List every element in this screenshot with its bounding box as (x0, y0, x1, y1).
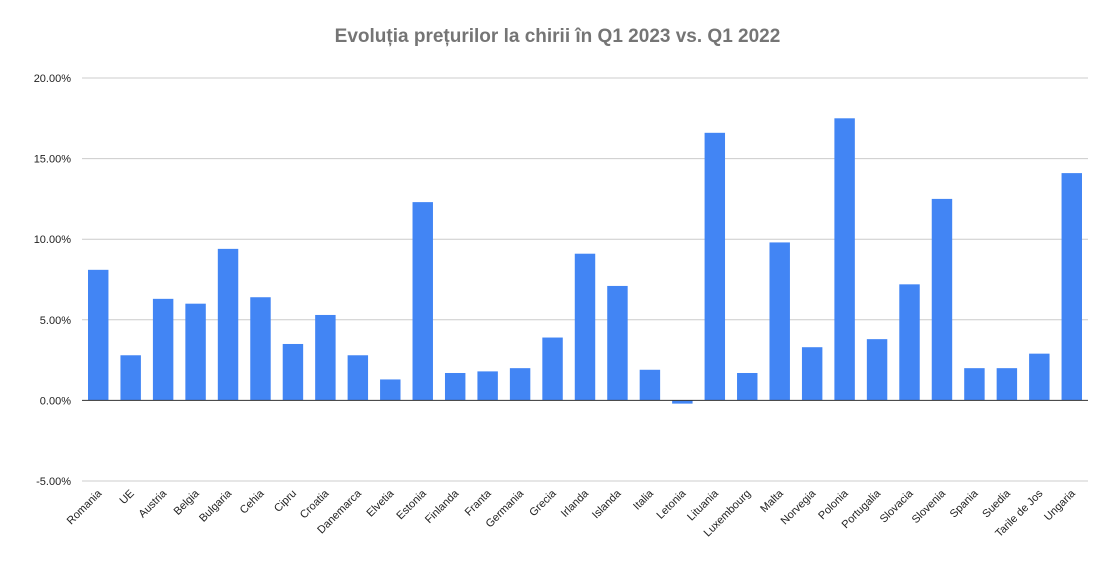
bar-polonia (834, 118, 855, 401)
x-tick-label: Romania (65, 487, 105, 527)
bar-tarile-de-jos (1029, 353, 1050, 401)
chart-title: Evoluția prețurilor la chirii în Q1 2023… (334, 26, 781, 47)
bar-austria (152, 298, 174, 401)
bar-slovenia (931, 198, 953, 401)
x-tick-label: Letonia (654, 487, 689, 522)
x-tick-label: Bulgaria (197, 487, 235, 525)
bar-italia (639, 369, 661, 401)
bar-ungaria (1061, 173, 1082, 401)
x-tick-label: Spania (948, 487, 981, 520)
x-tick-label: Irlanda (559, 487, 592, 520)
y-tick-label: 5.00% (40, 315, 71, 327)
x-tick-label: Cehia (238, 487, 267, 516)
bar-grecia (542, 337, 563, 401)
x-tick-label: Islanda (590, 487, 624, 521)
x-tick-label: Austria (137, 487, 170, 520)
bar-germania (509, 368, 531, 401)
bar-portugalia (866, 339, 888, 401)
bar-cipru (282, 343, 304, 401)
x-tick-label: Italia (631, 487, 657, 513)
x-tick-label: Ungaria (1042, 487, 1078, 523)
bar-letonia (672, 400, 693, 404)
bar-croatia (315, 314, 336, 401)
x-tick-label: Grecia (527, 487, 559, 519)
bar-estonia (412, 202, 433, 401)
bar-spania (964, 368, 985, 401)
x-tick-label: Belgia (172, 487, 203, 518)
bar-luxembourg (737, 372, 758, 401)
bar-lituania (704, 132, 726, 401)
x-tick-label: Cipru (272, 488, 299, 515)
bar-ue (120, 355, 141, 401)
bar-finlanda (444, 372, 466, 401)
bar-malta (769, 242, 790, 401)
bar-danemarca (347, 355, 369, 401)
bar-belgia (185, 303, 206, 401)
y-tick-label: 15.00% (34, 154, 72, 166)
x-tick-label: Franta (463, 487, 495, 519)
y-tick-label: 20.00% (34, 73, 72, 85)
bar-elvetia (380, 379, 401, 401)
x-tick-label: Malta (758, 487, 786, 515)
bar-norvegia (801, 347, 823, 401)
bar-slovacia (899, 284, 920, 401)
bar-suedia (996, 368, 1018, 401)
y-tick-label: 10.00% (34, 234, 72, 246)
bar-romania (88, 269, 109, 401)
x-tick-label: Elvetia (365, 487, 397, 519)
bar-franta (477, 371, 498, 401)
x-tick-label: Norvegia (779, 487, 819, 527)
x-tick-label: Slovenia (910, 487, 949, 526)
bar-irlanda (574, 253, 596, 401)
bar-islanda (607, 285, 628, 401)
y-tick-label: 0.00% (40, 395, 71, 407)
y-tick-label: -5.00% (36, 476, 71, 488)
bars (88, 118, 1082, 404)
bar-bulgaria (217, 248, 239, 401)
x-tick-label: Slovacia (878, 487, 917, 526)
x-tick-label: UE (118, 488, 137, 507)
x-tick-label: Finlanda (423, 487, 462, 526)
bar-cehia (250, 297, 271, 401)
